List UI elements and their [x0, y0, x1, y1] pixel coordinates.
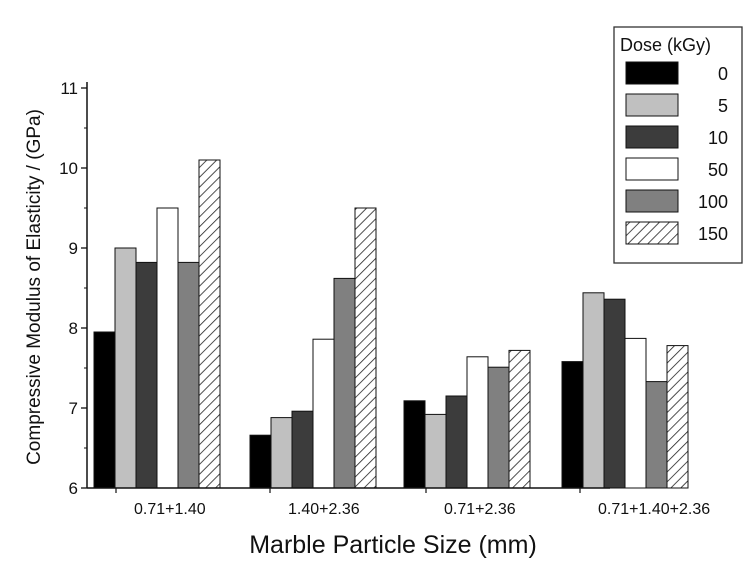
bar	[466, 356, 489, 489]
x-tick-label: 0.71+2.36	[444, 501, 516, 518]
legend-swatch	[625, 221, 679, 245]
bar	[561, 361, 584, 489]
bar	[666, 345, 689, 489]
legend-title: Dose (kGy)	[620, 35, 711, 55]
legend-swatch	[625, 157, 679, 181]
bar	[508, 349, 531, 489]
legend-swatch	[625, 61, 679, 85]
bar	[645, 381, 668, 489]
bar	[445, 395, 468, 489]
bar	[424, 413, 447, 489]
legend: Dose (kGy) 0 5 10 50 100 150	[613, 26, 743, 264]
bar	[487, 366, 510, 489]
bar	[603, 298, 626, 489]
bar	[135, 261, 158, 489]
bar	[270, 417, 293, 489]
bar	[312, 338, 335, 489]
bar	[156, 207, 179, 489]
bar	[333, 277, 356, 489]
bar	[177, 261, 200, 489]
legend-label: 50	[708, 160, 728, 180]
bar	[582, 292, 605, 489]
legend-label: 100	[698, 192, 728, 212]
bar	[291, 410, 314, 489]
legend-swatch	[625, 189, 679, 213]
x-tick-label: 1.40+2.36	[288, 501, 360, 518]
y-axis-title: Compressive Modulus of Elasticity / (GPa…	[24, 109, 45, 465]
bar	[198, 159, 221, 489]
y-tick-label: 8	[69, 319, 78, 338]
bar	[354, 207, 377, 489]
y-tick-label: 11	[60, 79, 78, 98]
legend-swatch	[625, 93, 679, 117]
y-tick-label: 9	[69, 239, 78, 258]
legend-label: 10	[708, 128, 728, 148]
y-tick-label: 10	[59, 159, 78, 178]
y-tick-label: 7	[69, 399, 78, 418]
x-tick-label: 0.71+1.40+2.36	[598, 501, 710, 518]
bar	[403, 400, 426, 489]
y-tick-label: 6	[69, 479, 78, 498]
bar	[93, 331, 116, 489]
x-axis-title: Marble Particle Size (mm)	[249, 531, 537, 559]
legend-label: 5	[718, 96, 728, 116]
bar	[114, 247, 137, 489]
x-tick-label: 0.71+1.40	[134, 501, 206, 518]
bar	[249, 434, 272, 489]
legend-label: 150	[698, 224, 728, 244]
bar	[624, 337, 647, 489]
legend-swatch	[625, 125, 679, 149]
legend-label: 0	[718, 64, 728, 84]
